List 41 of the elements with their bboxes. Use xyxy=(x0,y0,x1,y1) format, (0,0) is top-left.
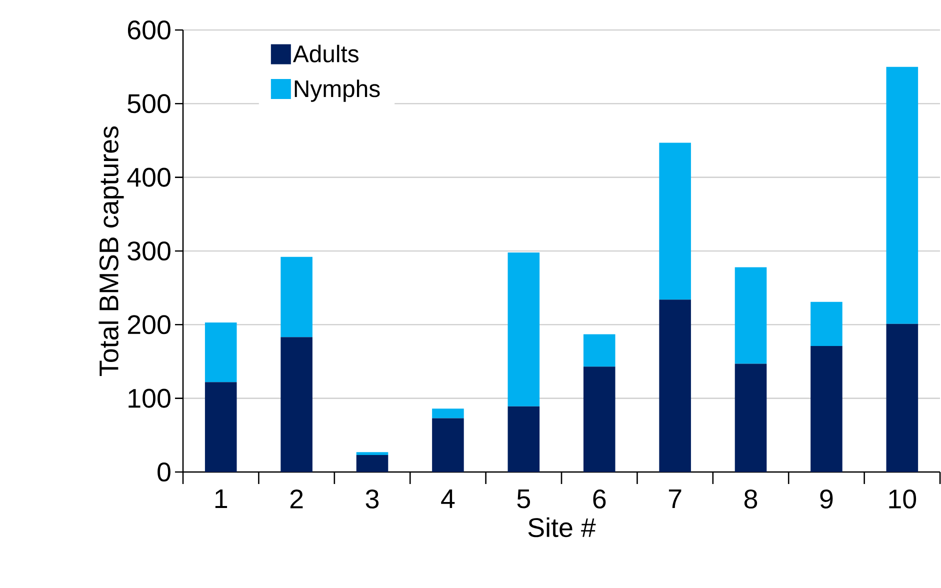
bar xyxy=(280,337,312,472)
bar xyxy=(810,346,842,472)
bar xyxy=(734,267,767,364)
bar xyxy=(508,252,540,406)
bar xyxy=(734,364,767,472)
x-tick-label: 9 xyxy=(820,490,833,509)
x-tick-label: 3 xyxy=(366,490,379,509)
y-tick-label: 0 xyxy=(158,462,170,482)
x-axis-title: Site # xyxy=(528,517,596,538)
bar xyxy=(659,142,691,300)
bar xyxy=(810,302,842,346)
x-tick-label: 10 xyxy=(889,490,916,509)
bar xyxy=(280,256,312,338)
x-tick-label: 6 xyxy=(593,490,606,509)
legend-label: Adults xyxy=(292,44,358,62)
x-tick-label: 5 xyxy=(517,489,530,508)
x-tick-label: 7 xyxy=(668,489,682,508)
y-tick-label: 200 xyxy=(128,315,170,334)
bar xyxy=(886,324,918,472)
x-tick-label: 8 xyxy=(744,490,758,509)
x-tick-label: 2 xyxy=(290,490,303,508)
y-tick-label: 600 xyxy=(128,20,170,40)
bar xyxy=(659,300,691,472)
bar xyxy=(356,452,388,456)
bar xyxy=(204,382,237,472)
bar xyxy=(508,406,540,472)
y-axis-title: Total BMSB captures xyxy=(98,126,124,376)
y-tick-label: 500 xyxy=(128,94,170,114)
bar xyxy=(432,408,464,418)
y-tick-label: 400 xyxy=(127,168,170,187)
bar xyxy=(886,66,918,324)
x-tick-label: 4 xyxy=(441,489,455,508)
y-tick-label: 300 xyxy=(128,241,170,261)
y-tick-label: 100 xyxy=(128,388,170,408)
bar xyxy=(204,322,237,382)
bar xyxy=(432,418,464,472)
bar xyxy=(583,334,616,367)
legend-label: Nymphs xyxy=(294,80,380,102)
bar xyxy=(583,366,616,472)
bar xyxy=(356,455,388,472)
x-tick-label: 1 xyxy=(215,489,228,508)
